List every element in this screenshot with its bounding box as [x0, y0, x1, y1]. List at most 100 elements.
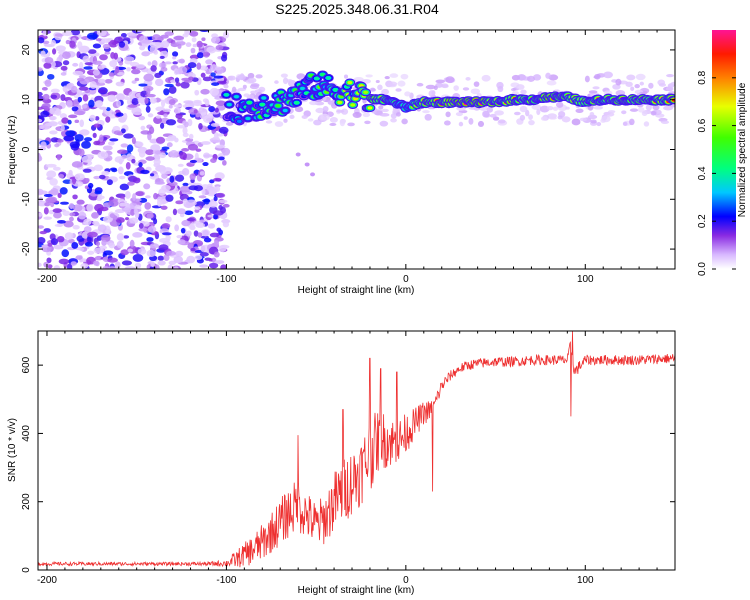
noise-speckle	[71, 161, 83, 168]
noise-speckle	[173, 266, 179, 269]
noise-speckle	[188, 133, 194, 140]
noise-speckle	[175, 113, 183, 120]
noise-speckle	[81, 155, 93, 163]
noise-speckle	[132, 232, 143, 238]
noise-speckle	[126, 144, 134, 153]
noise-speckle	[206, 46, 217, 54]
noise-speckle	[215, 144, 226, 149]
ridge-mark	[259, 103, 265, 107]
noise-speckle	[50, 188, 59, 196]
noise-speckle	[183, 100, 194, 104]
halo-speckle	[513, 111, 521, 116]
noise-speckle	[160, 99, 166, 108]
colorbar-tick-label: 0.8	[697, 70, 708, 84]
noise-speckle	[71, 106, 79, 112]
noise-speckle	[79, 119, 85, 128]
noise-speckle	[124, 266, 136, 269]
halo-speckle	[584, 75, 590, 83]
noise-speckle	[58, 258, 70, 265]
noise-speckle	[111, 168, 118, 173]
noise-speckle	[42, 30, 48, 37]
spectrogram-xtick-label: 0	[403, 274, 409, 285]
noise-speckle	[122, 112, 128, 121]
noise-speckle	[81, 104, 88, 109]
noise-speckle	[91, 211, 99, 219]
noise-speckle	[169, 175, 175, 183]
noise-speckle	[199, 252, 209, 257]
noise-speckle	[175, 82, 181, 87]
halo-speckle	[247, 72, 255, 79]
noise-speckle	[45, 163, 57, 168]
halo-speckle	[519, 114, 526, 121]
noise-speckle	[209, 87, 220, 96]
noise-speckle	[212, 177, 222, 182]
noise-speckle	[106, 179, 113, 186]
halo-speckle	[482, 110, 490, 118]
noise-speckle	[194, 208, 200, 213]
noise-speckle	[146, 87, 151, 96]
noise-speckle	[146, 249, 156, 258]
snr-ytick-label: 200	[21, 493, 32, 510]
noise-speckle	[97, 89, 107, 94]
halo-speckle	[274, 80, 279, 84]
noise-speckle	[48, 209, 54, 215]
noise-speckle	[166, 250, 176, 256]
noise-speckle	[49, 130, 58, 135]
noise-speckle	[155, 106, 165, 112]
noise-speckle	[132, 193, 137, 201]
noise-speckle	[43, 193, 53, 198]
halo-speckle	[309, 100, 318, 106]
noise-speckle	[43, 207, 49, 215]
noise-speckle	[43, 216, 53, 220]
halo-speckle	[536, 108, 541, 116]
colorbar	[712, 30, 736, 269]
noise-speckle	[154, 264, 160, 269]
snr-ytick-label: 400	[21, 425, 32, 442]
noise-speckle	[144, 93, 156, 98]
noise-speckle	[182, 126, 188, 135]
noise-speckle	[216, 105, 226, 111]
noise-speckle	[177, 239, 186, 245]
noise-speckle	[131, 158, 136, 164]
noise-speckle	[210, 72, 216, 77]
noise-speckle	[166, 142, 173, 148]
noise-speckle	[200, 72, 206, 78]
noise-speckle	[58, 173, 65, 179]
noise-speckle	[47, 243, 53, 247]
noise-speckle	[69, 202, 74, 210]
noise-speckle	[104, 51, 111, 55]
noise-speckle	[161, 232, 172, 236]
halo-speckle	[455, 112, 463, 117]
noise-speckle	[214, 172, 225, 180]
noise-speckle	[93, 247, 105, 254]
halo-speckle	[634, 83, 640, 89]
noise-speckle	[116, 100, 122, 108]
noise-speckle	[216, 67, 224, 75]
noise-speckle	[213, 196, 218, 202]
noise-speckle	[72, 225, 80, 230]
noise-speckle	[140, 130, 151, 135]
noise-speckle	[93, 123, 101, 128]
noise-speckle	[72, 62, 79, 67]
halo-speckle	[565, 106, 570, 110]
halo-speckle	[379, 120, 389, 127]
noise-speckle	[190, 247, 196, 252]
noise-speckle	[186, 255, 196, 264]
halo-speckle	[322, 105, 329, 113]
noise-speckle	[215, 45, 224, 51]
halo-speckle	[320, 113, 330, 121]
noise-speckle	[153, 158, 161, 166]
snr-plot	[38, 331, 675, 568]
noise-speckle	[118, 41, 126, 48]
noise-speckle	[174, 77, 180, 84]
halo-speckle	[660, 120, 670, 124]
noise-speckle	[50, 238, 59, 246]
ridge-mark	[314, 76, 320, 81]
noise-speckle	[107, 141, 115, 146]
halo-speckle	[242, 84, 247, 89]
noise-speckle	[127, 104, 138, 108]
noise-speckle	[125, 162, 131, 170]
halo-speckle	[313, 119, 322, 126]
noise-speckle	[120, 143, 129, 148]
noise-speckle	[110, 51, 116, 59]
